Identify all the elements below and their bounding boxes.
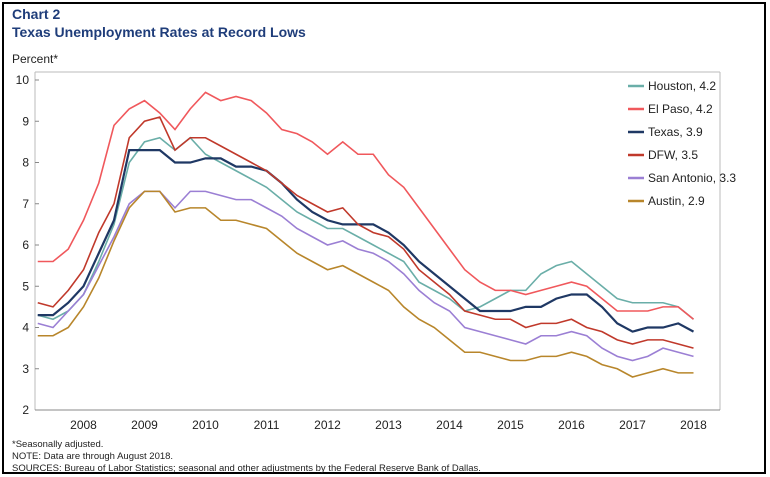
y-tick-label: 9 [22,114,29,128]
footnote: *Seasonally adjusted. [12,439,103,450]
chart-title: Chart 2 [12,6,60,22]
x-tick-label: 2012 [314,418,341,432]
series-line [37,116,694,349]
y-tick-label: 5 [22,279,29,293]
y-tick-label: 6 [22,238,29,252]
series-line [37,91,695,320]
legend-label: El Paso, 4.2 [648,102,713,116]
chart-subtitle: Texas Unemployment Rates at Record Lows [12,24,306,40]
x-tick-label: 2010 [192,418,219,432]
series-line [37,190,694,378]
legend-label: Houston, 4.2 [648,79,716,93]
legend-label: Texas, 3.9 [648,125,703,139]
y-tick-label: 3 [22,362,29,376]
y-tick-label: 7 [22,197,29,211]
series-line [37,136,695,321]
footnote: SOURCES: Bureau of Labor Statistics; sea… [12,463,481,474]
y-tick-label: 8 [22,156,29,170]
x-tick-label: 2009 [131,418,158,432]
y-axis-label: Percent* [12,52,58,66]
x-tick-label: 2015 [497,418,524,432]
legend-label: San Antonio, 3.3 [648,171,736,185]
y-tick-label: 10 [16,73,30,87]
y-tick-label: 4 [22,321,29,335]
series-line [37,190,694,362]
x-tick-label: 2017 [619,418,646,432]
x-tick-label: 2011 [254,418,280,432]
legend-label: DFW, 3.5 [648,148,698,162]
y-tick-label: 2 [22,403,29,417]
legend-label: Austin, 2.9 [648,194,705,208]
x-tick-label: 2013 [375,418,402,432]
series-line [37,149,695,333]
x-tick-label: 2014 [436,418,463,432]
x-tick-label: 2018 [680,418,707,432]
x-tick-label: 2016 [558,418,585,432]
x-tick-label: 2008 [70,418,97,432]
footnote: NOTE: Data are through August 2018. [12,451,173,462]
